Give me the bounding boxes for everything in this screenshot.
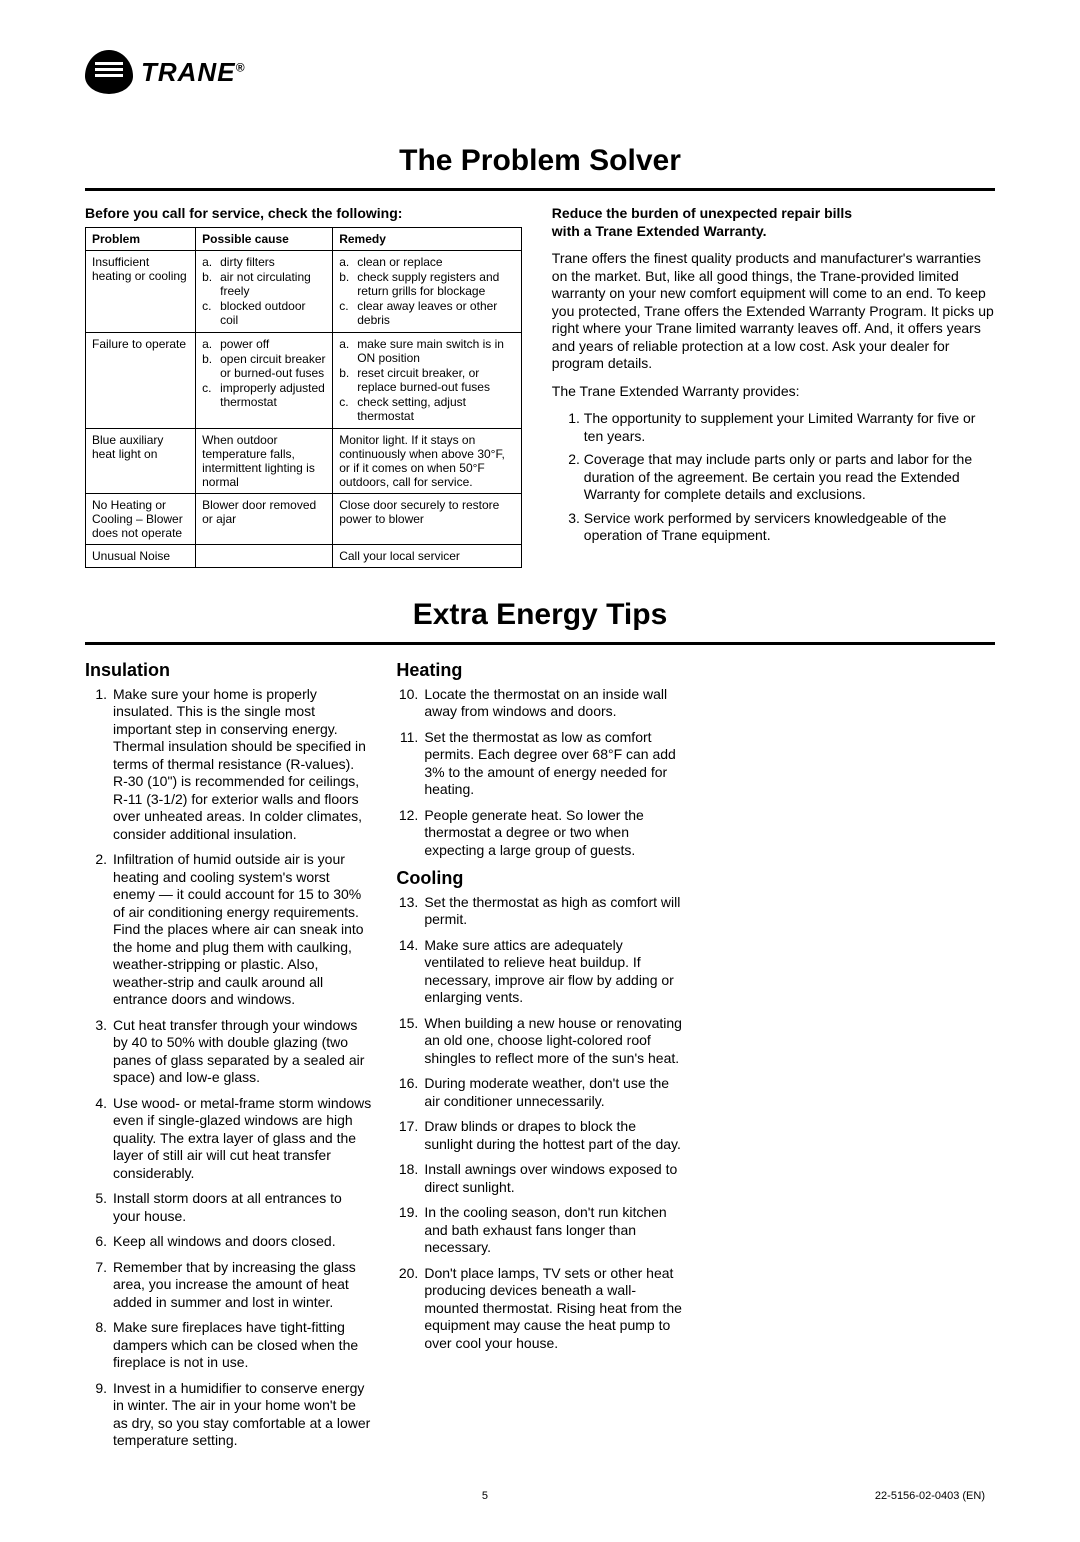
divider [85, 188, 995, 191]
table-cell-cause [196, 545, 333, 568]
warranty-item: The opportunity to supplement your Limit… [584, 410, 995, 445]
table-cell-remedy: Close door securely to restore power to … [333, 494, 522, 545]
section-title-energy-tips: Extra Energy Tips [85, 598, 995, 632]
brand-name: TRANE® [141, 57, 245, 88]
tips-heading: Cooling [396, 867, 683, 890]
table-cell-remedy: a.make sure main switch is in ON positio… [333, 333, 522, 429]
table-cell-problem: Blue auxiliary heat light on [86, 429, 196, 494]
tip-item: 8.Make sure fireplaces have tight-fittin… [85, 1319, 372, 1372]
warranty-para-2: The Trane Extended Warranty provides: [552, 383, 995, 401]
tip-item: 18.Install awnings over windows exposed … [396, 1161, 683, 1196]
left-heading: Before you call for service, check the f… [85, 205, 522, 221]
tip-item: 17.Draw blinds or drapes to block the su… [396, 1118, 683, 1153]
tip-item: 7.Remember that by increasing the glass … [85, 1259, 372, 1312]
table-cell-remedy: Monitor light. If it stays on continuous… [333, 429, 522, 494]
tip-item: 6.Keep all windows and doors closed. [85, 1233, 372, 1251]
tip-item: 1.Make sure your home is properly insula… [85, 686, 372, 844]
tip-item: 5.Install storm doors at all entrances t… [85, 1190, 372, 1225]
tip-item: 19.In the cooling season, don't run kitc… [396, 1204, 683, 1257]
table-cell-cause: a.dirty filtersb.air not circulating fre… [196, 251, 333, 333]
tips-heading: Insulation [85, 659, 372, 682]
divider [85, 642, 995, 645]
table-cell-cause: When outdoor temperature falls, intermit… [196, 429, 333, 494]
tip-item: 4.Use wood- or metal-frame storm windows… [85, 1095, 372, 1183]
tip-item: 13.Set the thermostat as high as comfort… [396, 894, 683, 929]
table-cell-remedy: a.clean or replaceb.check supply registe… [333, 251, 522, 333]
table-cell-problem: Insufficient heating or cooling [86, 251, 196, 333]
tip-item: 3.Cut heat transfer through your windows… [85, 1017, 372, 1087]
page-footer: 5 22-5156-02-0403 (EN) [85, 1490, 995, 1502]
th-problem: Problem [86, 228, 196, 251]
tip-item: 9.Invest in a humidifier to conserve ene… [85, 1380, 372, 1450]
tips-heading: Heating [396, 659, 683, 682]
table-cell-problem: No Heating or Cooling – Blower does not … [86, 494, 196, 545]
tip-item: 16.During moderate weather, don't use th… [396, 1075, 683, 1110]
th-cause: Possible cause [196, 228, 333, 251]
logo: TRANE® [85, 50, 995, 94]
tip-item: 15.When building a new house or renovati… [396, 1015, 683, 1068]
section-title-problem-solver: The Problem Solver [85, 144, 995, 178]
tip-item: 11.Set the thermostat as low as comfort … [396, 729, 683, 799]
problem-solver-columns: Before you call for service, check the f… [85, 205, 995, 568]
right-heading-1: Reduce the burden of unexpected repair b… [552, 205, 995, 223]
table-cell-problem: Unusual Noise [86, 545, 196, 568]
warranty-item: Coverage that may include parts only or … [584, 451, 995, 504]
problem-table: Problem Possible cause Remedy Insufficie… [85, 227, 522, 568]
trane-logo-icon [85, 50, 133, 94]
page-number: 5 [95, 1490, 875, 1502]
tip-item: 2.Infiltration of humid outside air is y… [85, 851, 372, 1009]
warranty-list: The opportunity to supplement your Limit… [552, 410, 995, 545]
tip-item: 12.People generate heat. So lower the th… [396, 807, 683, 860]
table-cell-problem: Failure to operate [86, 333, 196, 429]
tip-item: 14.Make sure attics are adequately venti… [396, 937, 683, 1007]
tips-columns: Insulation 1.Make sure your home is prope… [85, 659, 995, 1450]
doc-id: 22-5156-02-0403 (EN) [875, 1490, 985, 1502]
th-remedy: Remedy [333, 228, 522, 251]
right-heading-2: with a Trane Extended Warranty. [552, 223, 995, 241]
table-cell-cause: a.power offb.open circuit breaker or bur… [196, 333, 333, 429]
warranty-item: Service work performed by servicers know… [584, 510, 995, 545]
warranty-para-1: Trane offers the finest quality products… [552, 250, 995, 373]
table-cell-cause: Blower door removed or ajar [196, 494, 333, 545]
table-cell-remedy: Call your local servicer [333, 545, 522, 568]
tip-item: 20.Don't place lamps, TV sets or other h… [396, 1265, 683, 1353]
tip-item: 10.Locate the thermostat on an inside wa… [396, 686, 683, 721]
